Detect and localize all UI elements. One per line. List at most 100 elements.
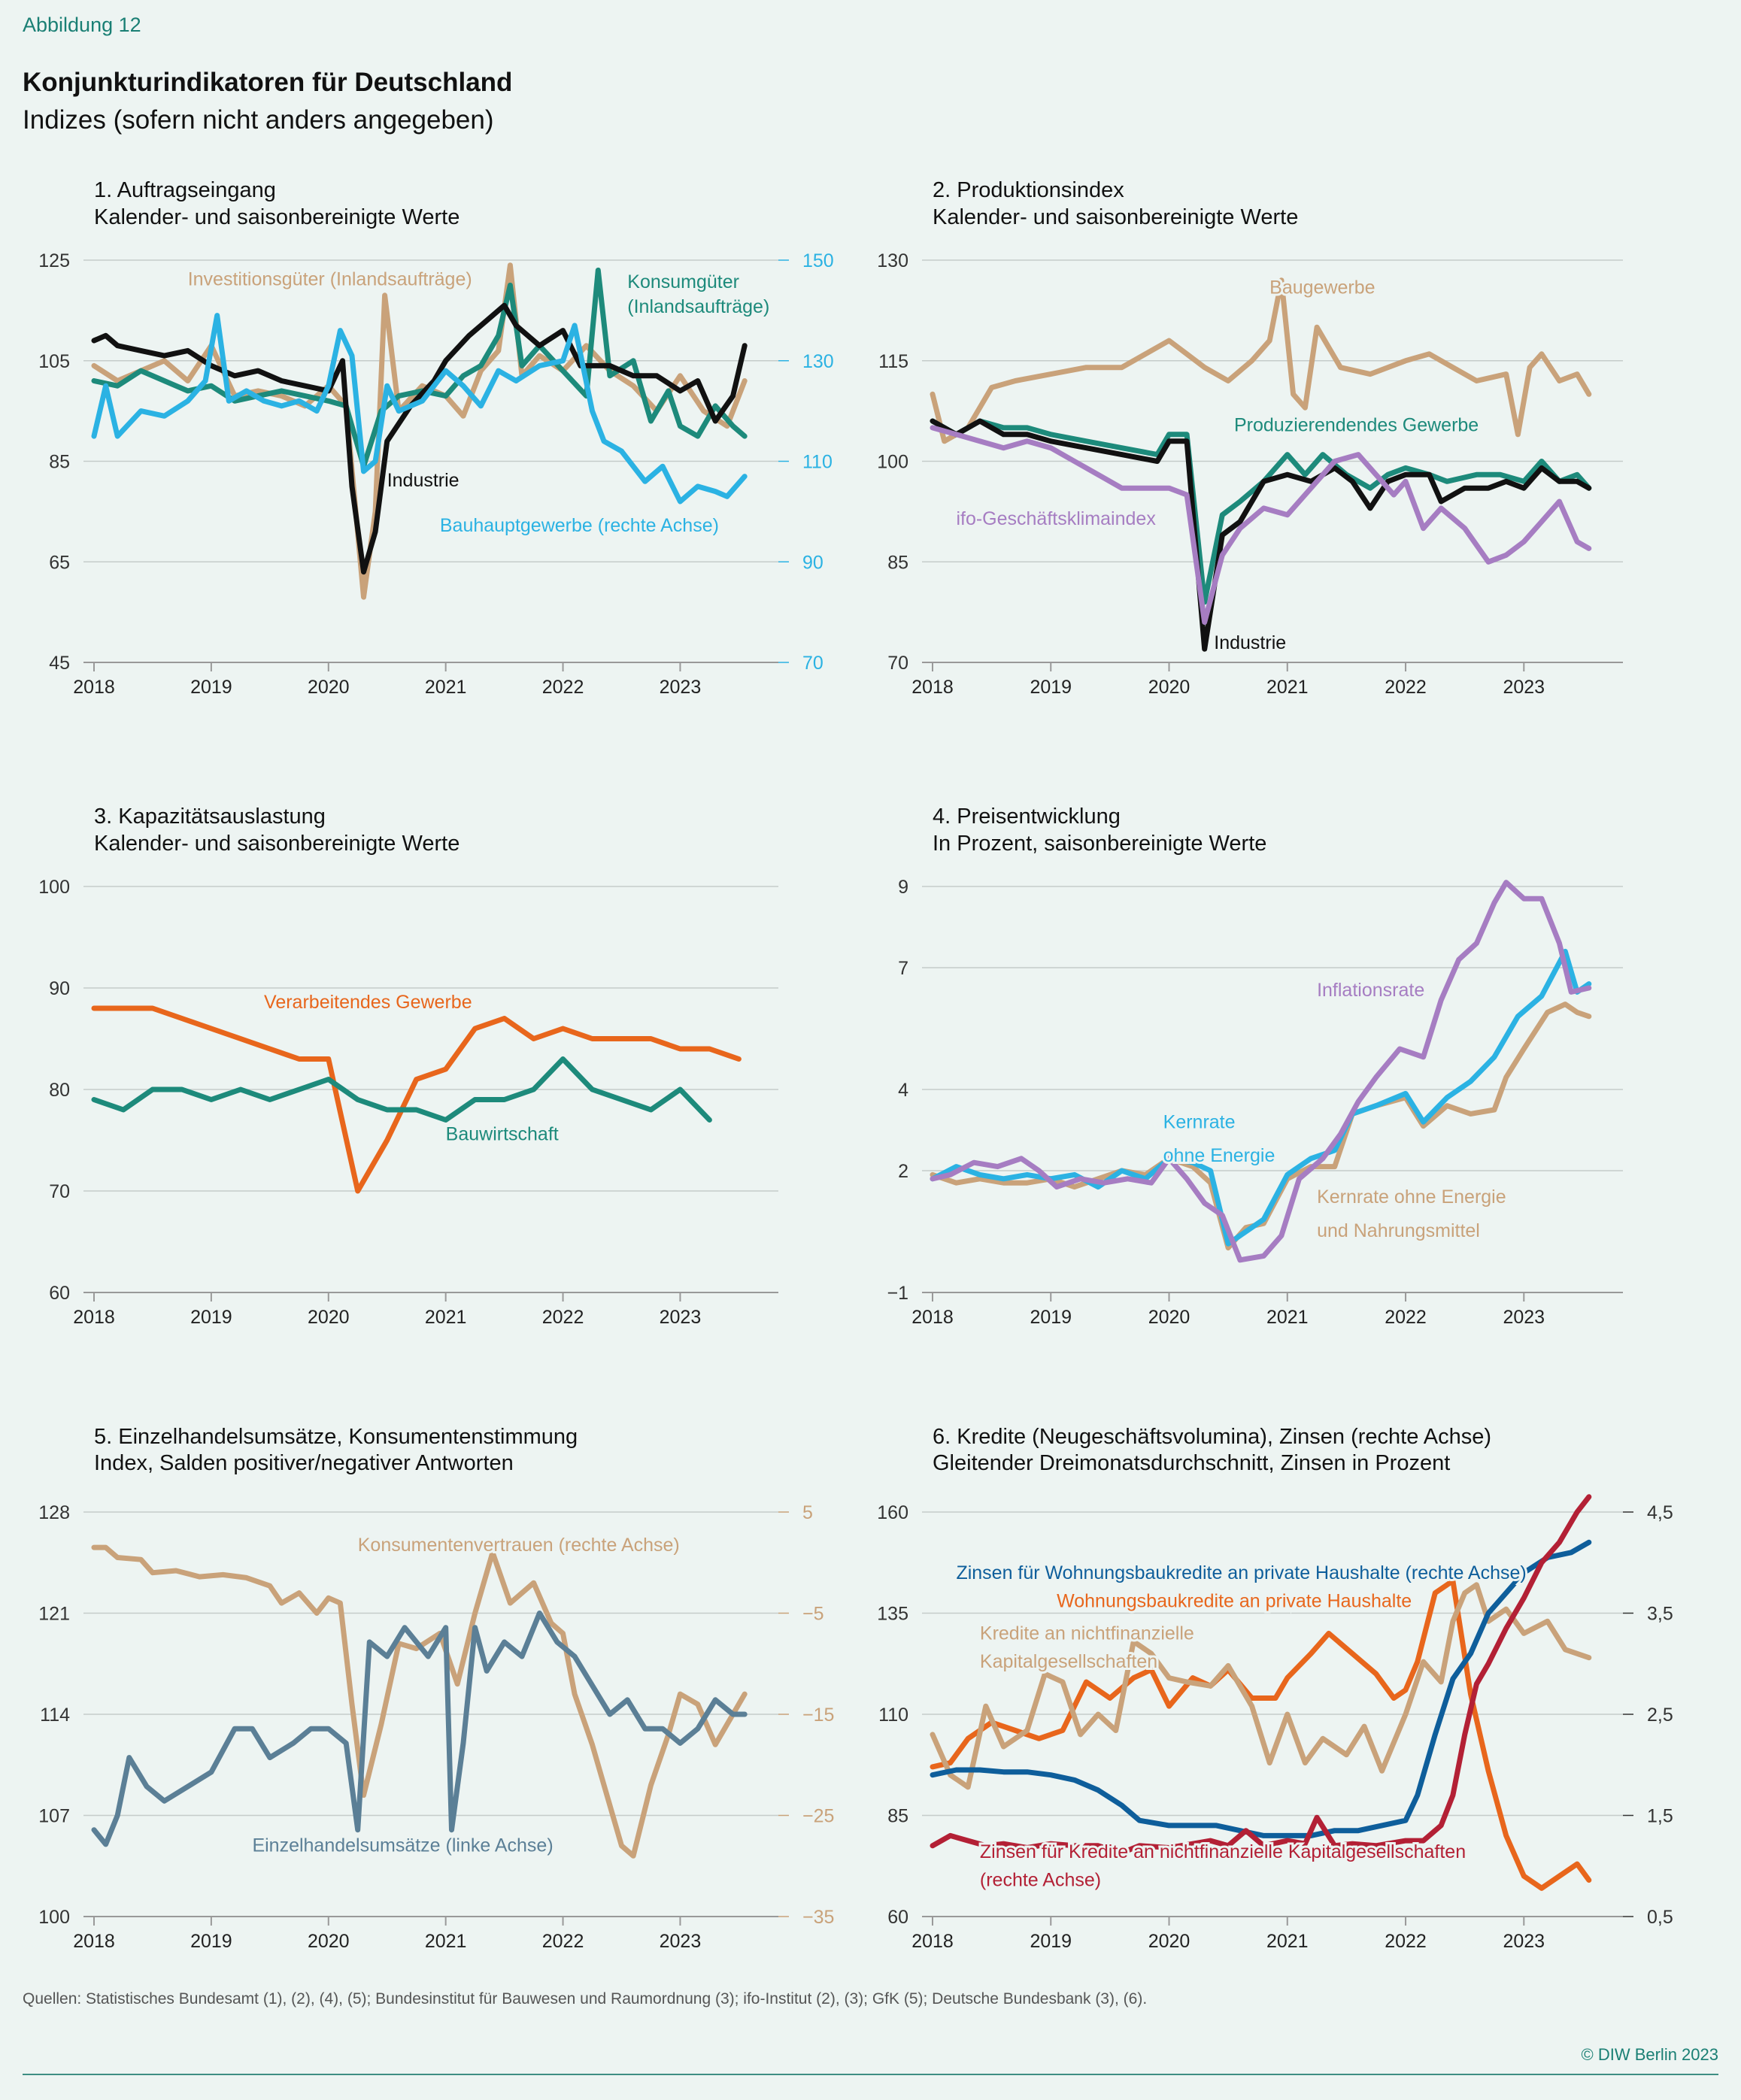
c6-ytick-left: 60 xyxy=(887,1907,908,1928)
c5-ytick-right: −25 xyxy=(802,1806,834,1827)
c1-series-label: Industrie xyxy=(387,470,460,491)
c3-xtick: 2022 xyxy=(542,1307,584,1328)
figure-label: Abbildung 12 xyxy=(23,14,141,36)
c3-title: 3. Kapazitätsauslastung xyxy=(94,805,326,829)
c6-series-line-4 xyxy=(930,1494,1592,1856)
c1-subtitle: Kalender- und saisonbereinigte Werte xyxy=(94,205,460,229)
c1-xtick: 2019 xyxy=(190,677,232,698)
c2-series-label: Baugewerbe xyxy=(1269,277,1375,298)
c4-series-label: Inflationsrate xyxy=(1317,980,1424,1001)
c1-ytick-left: 45 xyxy=(49,653,70,674)
c2-ytick-left: 70 xyxy=(887,653,908,674)
c4-ytick-left: 9 xyxy=(898,877,908,898)
c5-ytick-left: 128 xyxy=(38,1502,70,1523)
c6-ytick-left: 135 xyxy=(877,1604,908,1625)
c5-subtitle: Index, Salden positiver/negativer Antwor… xyxy=(94,1451,514,1475)
c6-series-line-3 xyxy=(930,1539,1592,1838)
c1-ytick-left: 65 xyxy=(49,552,70,573)
c1-xtick: 2018 xyxy=(73,677,115,698)
c1-xtick: 2020 xyxy=(308,677,350,698)
c3-series-line-1 xyxy=(91,1005,742,1194)
sources-note: Quellen: Statistisches Bundesamt (1), (2… xyxy=(23,1990,1148,2008)
c1-series-label: (Inlandsaufträge) xyxy=(627,296,769,317)
c4-series-line-1 xyxy=(930,1002,1592,1251)
c1-series-line-4 xyxy=(91,313,748,505)
c4-series-label: Kernrate ohne Energie xyxy=(1317,1186,1506,1208)
c6-series-label: Wohnungsbaukredite an private Haushalte xyxy=(1057,1590,1412,1611)
c4-ytick-left: 4 xyxy=(898,1080,908,1101)
c3-ytick-left: 70 xyxy=(49,1181,70,1202)
c4-series-line-3 xyxy=(930,880,1592,1263)
c3-series-line-2 xyxy=(91,1056,712,1123)
c2-ytick-left: 100 xyxy=(877,452,908,473)
c3-subtitle: Kalender- und saisonbereinigte Werte xyxy=(94,832,460,856)
c1-ytick-left: 85 xyxy=(49,452,70,473)
c5-xtick: 2020 xyxy=(308,1931,350,1952)
c3-ytick-left: 90 xyxy=(49,978,70,999)
c6-series-label: Zinsen für Kredite an nichtfinanzielle K… xyxy=(980,1841,1466,1862)
c6-xtick: 2021 xyxy=(1266,1931,1309,1952)
c5-ytick-right: −15 xyxy=(802,1705,834,1726)
figure-subtitle: Indizes (sofern nicht anders angegeben) xyxy=(23,105,494,135)
c6-title: 6. Kredite (Neugeschäftsvolumina), Zinse… xyxy=(933,1425,1491,1449)
c5-ytick-right: 5 xyxy=(802,1502,813,1523)
c3-xtick: 2021 xyxy=(425,1307,467,1328)
c3-xtick: 2018 xyxy=(73,1307,115,1328)
c1-ytick-left: 105 xyxy=(38,351,70,372)
c2-series-line-4 xyxy=(930,425,1592,625)
c5-series-line-2 xyxy=(91,1611,748,1847)
c1-ytick-right: 90 xyxy=(802,552,823,573)
c2-title: 2. Produktionsindex xyxy=(933,178,1124,202)
c3-xtick: 2023 xyxy=(660,1307,702,1328)
c4-xtick: 2022 xyxy=(1385,1307,1427,1328)
c2-series-label: Industrie xyxy=(1214,632,1286,653)
c6-ytick-right: 0,5 xyxy=(1647,1907,1673,1928)
figure-title: Konjunkturindikatoren für Deutschland xyxy=(23,68,513,97)
c2-xtick: 2022 xyxy=(1385,677,1427,698)
c6-ytick-left: 110 xyxy=(878,1705,908,1726)
c1-ytick-right: 70 xyxy=(802,653,823,674)
c1-xtick: 2023 xyxy=(660,677,702,698)
c4-xtick: 2023 xyxy=(1503,1307,1545,1328)
c4-series-label: und Nahrungsmittel xyxy=(1317,1220,1480,1241)
copyright: © DIW Berlin 2023 xyxy=(1581,2045,1719,2064)
c4-series-label: ohne Energie xyxy=(1163,1145,1275,1166)
c6-xtick: 2023 xyxy=(1503,1931,1545,1952)
c6-series-line-1 xyxy=(930,1578,1592,1891)
c5-series-label: Einzelhandelsumsätze (linke Achse) xyxy=(252,1835,553,1856)
c5-xtick: 2021 xyxy=(425,1931,467,1952)
c5-ytick-left: 114 xyxy=(40,1705,70,1726)
c2-series-label: Produzierendendes Gewerbe xyxy=(1234,414,1479,435)
c4-subtitle: In Prozent, saisonbereinigte Werte xyxy=(933,832,1266,856)
c2-ytick-left: 130 xyxy=(877,250,908,271)
c2-xtick: 2018 xyxy=(911,677,954,698)
c1-title: 1. Auftragseingang xyxy=(94,178,276,202)
c2-xtick: 2023 xyxy=(1503,677,1545,698)
c5-ytick-right: −35 xyxy=(802,1907,834,1928)
c3-ytick-left: 80 xyxy=(49,1080,70,1101)
c4-xtick: 2018 xyxy=(911,1307,954,1328)
c5-title: 5. Einzelhandelsumsätze, Konsumentenstim… xyxy=(94,1425,578,1449)
c5-series-line-1 xyxy=(91,1544,748,1859)
c5-xtick: 2018 xyxy=(73,1931,115,1952)
c1-series-line-1 xyxy=(91,262,748,600)
c4-xtick: 2020 xyxy=(1148,1307,1190,1328)
c2-series-line-3 xyxy=(930,418,1592,652)
c6-series-line-2 xyxy=(930,1582,1592,1790)
c6-xtick: 2019 xyxy=(1030,1931,1072,1952)
c3-ytick-left: 100 xyxy=(38,877,70,898)
c2-ytick-left: 85 xyxy=(887,552,908,573)
c2-xtick: 2020 xyxy=(1148,677,1190,698)
c3-xtick: 2019 xyxy=(190,1307,232,1328)
c6-ytick-right: 4,5 xyxy=(1647,1502,1673,1523)
c1-series-label: Konsumgüter xyxy=(627,271,739,292)
c5-ytick-right: −5 xyxy=(802,1604,824,1625)
c5-series-label: Konsumentenvertrauen (rechte Achse) xyxy=(358,1535,680,1556)
c6-subtitle: Gleitender Dreimonatsdurchschnitt, Zinse… xyxy=(933,1451,1450,1475)
c5-xtick: 2019 xyxy=(190,1931,232,1952)
c1-ytick-right: 130 xyxy=(802,351,834,372)
c6-xtick: 2018 xyxy=(911,1931,954,1952)
c4-series-label: Kernrate xyxy=(1163,1111,1236,1132)
c1-xtick: 2022 xyxy=(542,677,584,698)
c2-subtitle: Kalender- und saisonbereinigte Werte xyxy=(933,205,1298,229)
